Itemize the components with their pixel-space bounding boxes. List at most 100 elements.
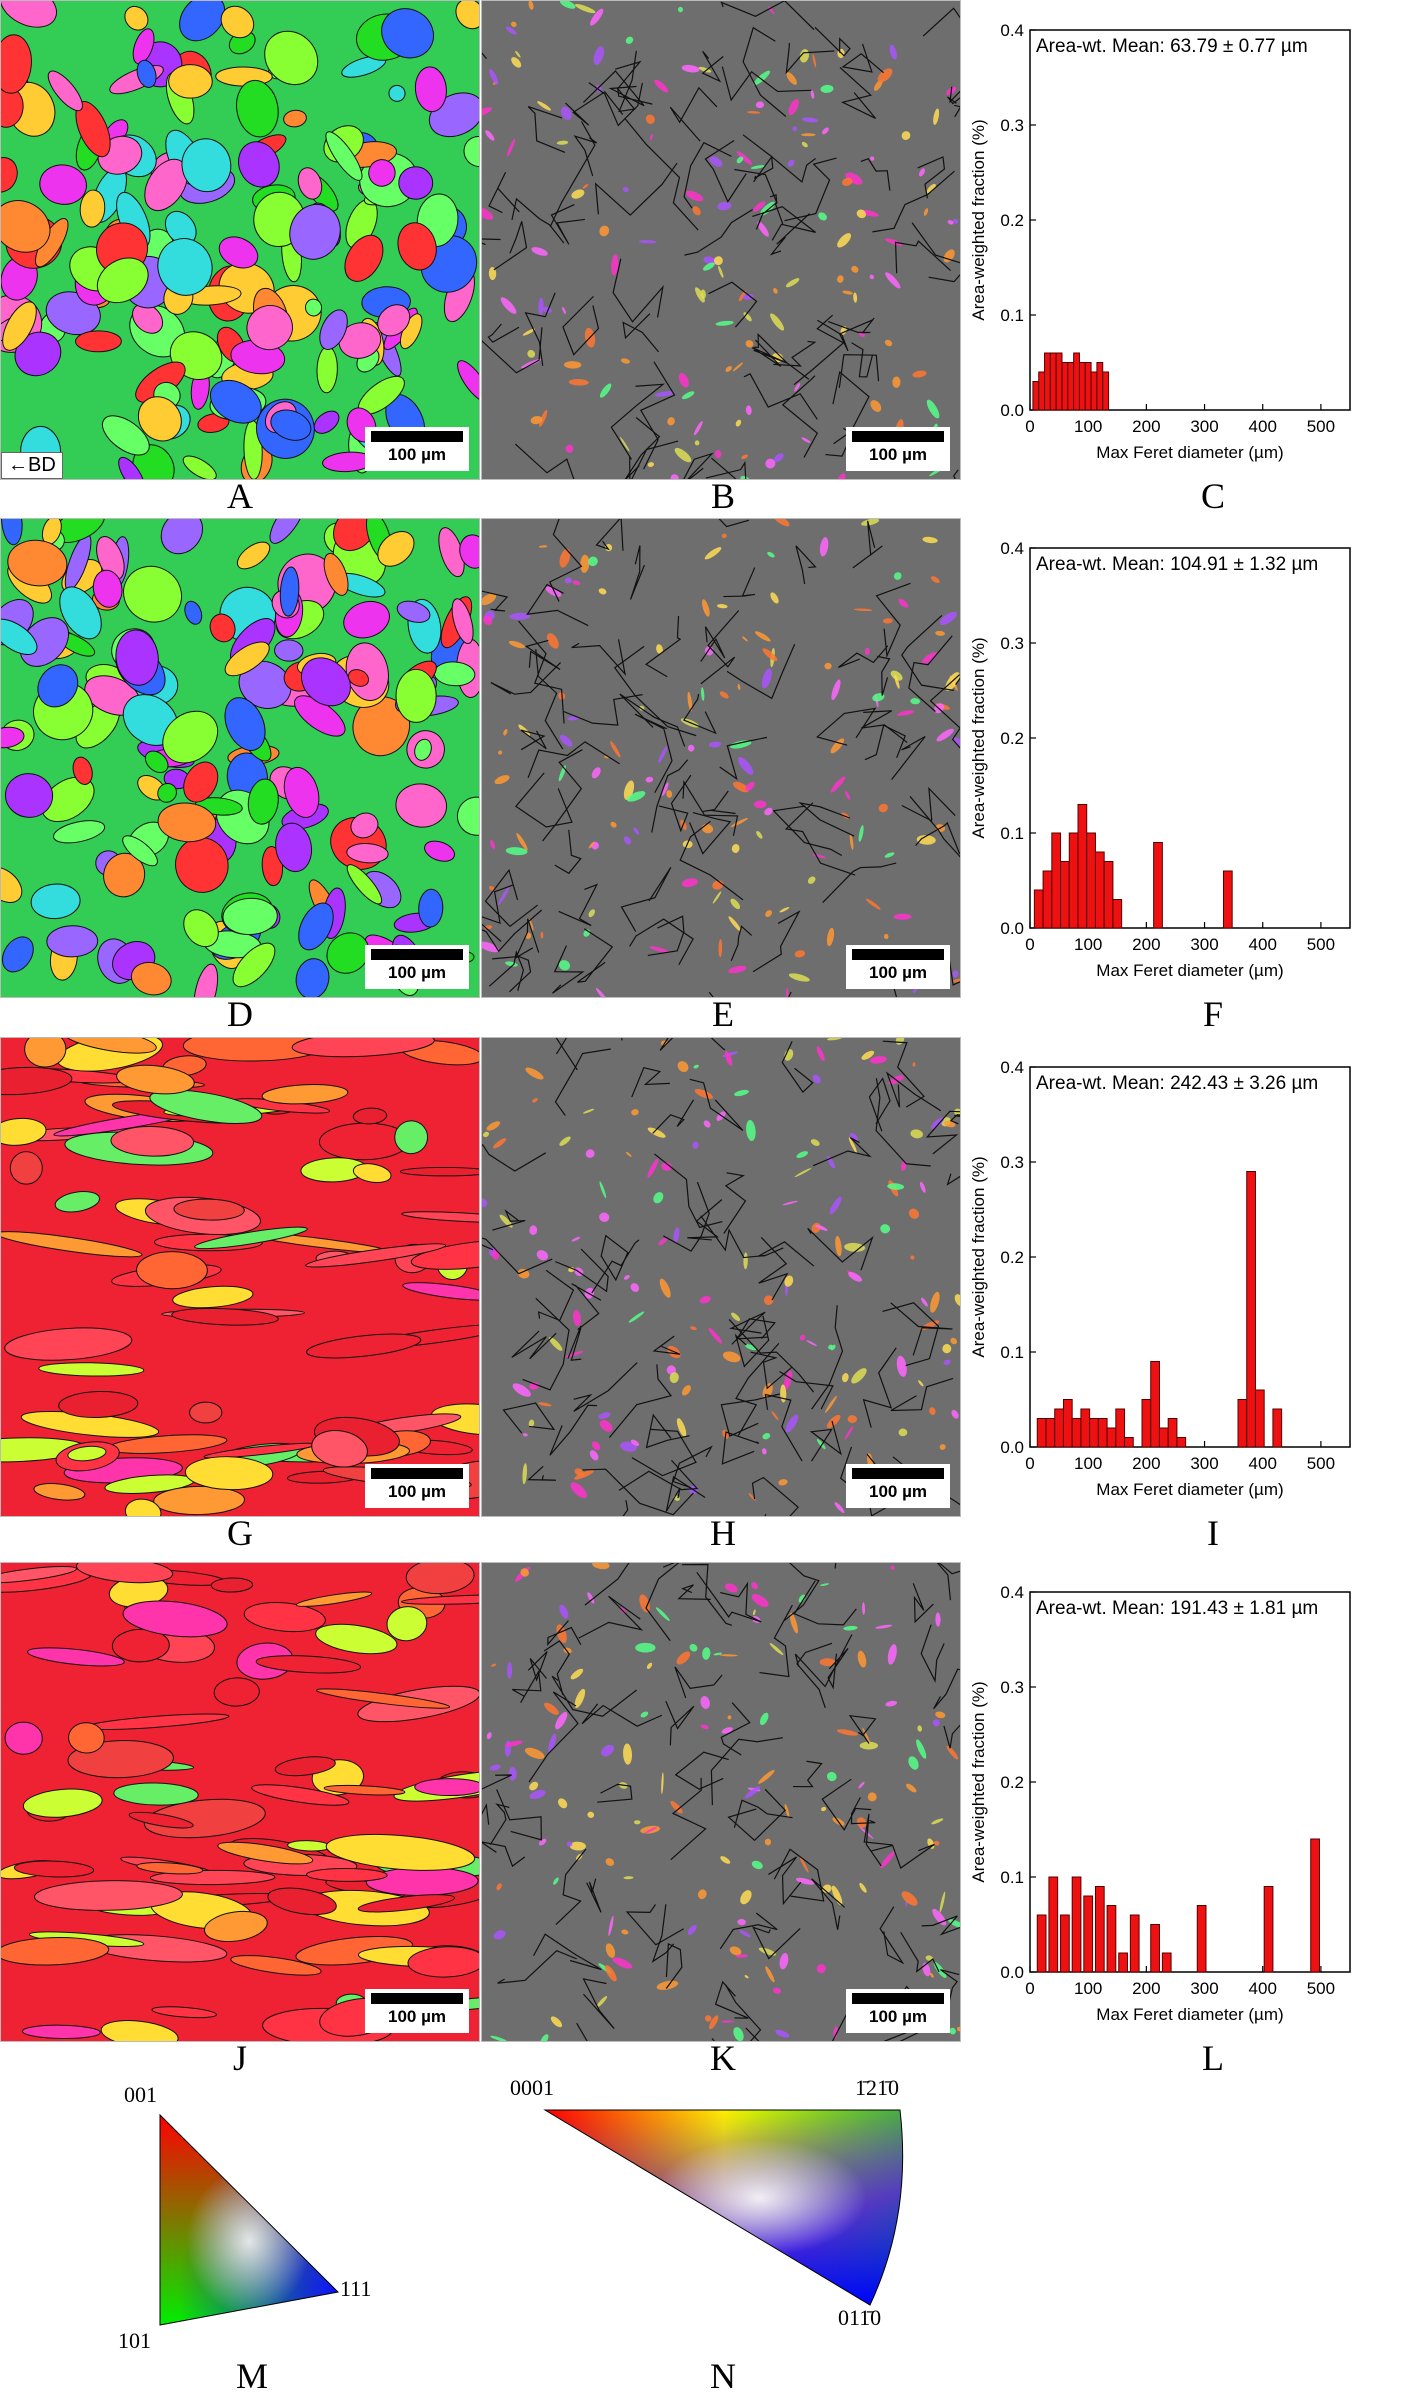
x-tick-label: 0 [1025, 935, 1034, 954]
plot-frame [1029, 29, 1351, 411]
histogram-bar [1060, 861, 1070, 929]
x-axis-label: Max Feret diameter (µm) [1096, 1480, 1283, 1499]
y-axis-label: Area-weighted fraction (%) [969, 637, 988, 838]
histogram-c: 0.0 0.1 0.2 0.3 0.4 0 100 200 300 400 500 Area-wt. … [960, 10, 1420, 530]
x-tick-label: 100 [1074, 417, 1102, 436]
panel-label-l: L [1202, 2038, 1224, 2078]
histogram-bar [1237, 1399, 1248, 1448]
x-tick-label: 100 [1074, 935, 1102, 954]
panel-label-b: B [710, 476, 735, 516]
panel-label-d: D [227, 994, 253, 1034]
histogram-bar [1032, 381, 1040, 411]
panel-label-k: K [710, 2038, 736, 2078]
panel-label-m: M [235, 2356, 268, 2396]
y-tick-label: 0.3 [1000, 1678, 1024, 1697]
histogram-bar [1048, 1876, 1059, 1973]
histogram-bar [1055, 352, 1063, 411]
y-tick-label: 0.4 [1000, 1058, 1024, 1077]
histogram-bar [1118, 1952, 1128, 1973]
histogram-bar [1176, 1437, 1187, 1448]
histogram-bar [1158, 1427, 1169, 1448]
histogram-i: 0.0 0.1 0.2 0.3 0.4 0 100 200 300 400 500 Area-wt. … [960, 1047, 1420, 1567]
ipf-cubic-001-label: 001 [124, 2082, 157, 2107]
x-tick-label: 400 [1249, 1979, 1277, 1998]
y-tick-label: 0.1 [1000, 1868, 1024, 1887]
ipf-map-a: 100 µm ←BD [0, 0, 480, 480]
phase-map-k: 100 µm [481, 1562, 961, 2042]
ipf-hex-12-10-label: 1̄21̄0 [855, 2075, 899, 2100]
histogram-bar [1061, 362, 1069, 411]
histogram-bar [1141, 1399, 1152, 1448]
y-axis-label: Area-weighted fraction (%) [969, 119, 988, 320]
scale-bar: 100 µm [846, 945, 950, 989]
scale-bar: 100 µm [365, 427, 469, 471]
y-tick-label: 0.2 [1000, 1248, 1024, 1267]
x-tick-label: 500 [1307, 1454, 1335, 1473]
histogram-bar [1078, 362, 1086, 411]
x-tick-label: 400 [1249, 935, 1277, 954]
panel-label-n: N [710, 2356, 736, 2396]
y-axis-label: Area-weighted fraction (%) [969, 1681, 988, 1882]
histogram-bar [1129, 1914, 1140, 1973]
histogram-bar [1167, 1418, 1178, 1448]
y-tick-label: 0.3 [1000, 1153, 1024, 1172]
x-axis-label: Max Feret diameter (µm) [1096, 443, 1283, 462]
histogram-bar [1106, 1427, 1117, 1448]
build-direction-label: ←BD [1, 452, 63, 479]
histogram-bar [1042, 870, 1053, 929]
histogram-bar [1310, 1838, 1320, 1973]
histogram-bar [1054, 1408, 1064, 1448]
panel-label-f: F [1202, 994, 1224, 1034]
x-tick-label: 100 [1074, 1979, 1102, 1998]
scale-bar: 100 µm [365, 945, 469, 989]
x-tick-label: 200 [1132, 935, 1160, 954]
y-tick-label: 0.2 [1000, 1773, 1024, 1792]
x-tick-label: 200 [1132, 417, 1160, 436]
x-axis-label: Max Feret diameter (µm) [1096, 961, 1283, 980]
y-tick-label: 0.2 [1000, 729, 1024, 748]
histogram-bar [1150, 1361, 1160, 1448]
histogram-bar [1036, 1914, 1047, 1973]
y-tick-label: 0.0 [1000, 919, 1024, 938]
x-tick-label: 300 [1190, 935, 1218, 954]
histogram-bar [1067, 362, 1075, 411]
x-tick-label: 200 [1132, 1979, 1160, 1998]
histogram-bar [1086, 832, 1096, 929]
histogram-bar [1106, 1905, 1117, 1973]
x-axis-label: Max Feret diameter (µm) [1096, 2005, 1283, 2024]
scale-bar: 100 µm [846, 427, 950, 471]
x-tick-label: 500 [1307, 1979, 1335, 1998]
y-tick-label: 0.0 [1000, 1963, 1024, 1982]
mean-annotation: Area-wt. Mean: 242.43 ± 3.26 µm [1036, 1073, 1318, 1094]
x-tick-label: 400 [1249, 1454, 1277, 1473]
y-tick-label: 0.0 [1000, 1438, 1024, 1457]
histogram-bar [1036, 1418, 1047, 1448]
x-tick-label: 300 [1190, 1454, 1218, 1473]
histogram-l: 0.0 0.1 0.2 0.3 0.4 0 100 200 300 400 500 Area-wt. … [960, 1572, 1420, 2092]
histogram-bar [1094, 851, 1105, 929]
histogram-bar [1161, 1952, 1172, 1973]
histogram-bar [1090, 371, 1098, 411]
x-tick-label: 300 [1190, 417, 1218, 436]
x-tick-label: 100 [1074, 1454, 1102, 1473]
mean-annotation: Area-wt. Mean: 104.91 ± 1.32 µm [1036, 554, 1318, 575]
mean-annotation: Area-wt. Mean: 191.43 ± 1.81 µm [1036, 1598, 1318, 1619]
histogram-bar [1051, 832, 1062, 929]
scale-bar: 100 µm [365, 1989, 469, 2033]
phase-map-b: 100 µm [481, 0, 961, 480]
histogram-bar [1097, 1418, 1108, 1448]
histogram-bar [1096, 362, 1104, 411]
histogram-bar [1103, 861, 1114, 929]
y-tick-label: 0.1 [1000, 824, 1024, 843]
mean-annotation: Area-wt. Mean: 63.79 ± 0.77 µm [1036, 36, 1308, 57]
histogram-bar [1038, 371, 1046, 411]
panel-label-g: G [227, 1513, 253, 1553]
ipf-map-j: 100 µm [0, 1562, 480, 2042]
panel-label-j: J [232, 2038, 247, 2078]
histogram-bar [1077, 804, 1088, 929]
histogram-bar [1112, 899, 1123, 929]
x-tick-label: 500 [1307, 935, 1335, 954]
panel-label-e: E [712, 994, 734, 1034]
y-tick-label: 0.4 [1000, 539, 1024, 558]
x-tick-label: 0 [1025, 417, 1034, 436]
